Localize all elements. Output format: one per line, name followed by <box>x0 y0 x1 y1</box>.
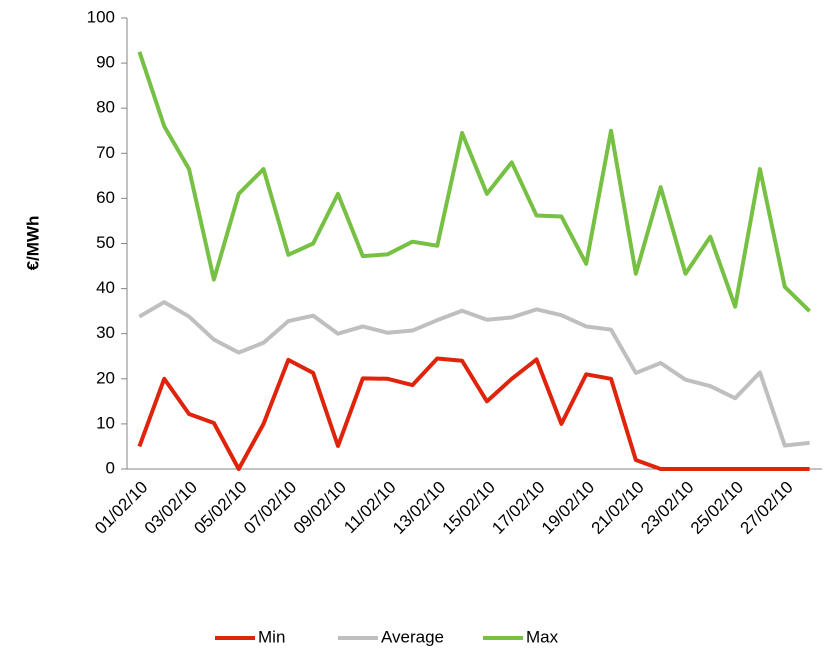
y-tick-label: 80 <box>96 98 115 117</box>
legend-label: Max <box>526 627 559 646</box>
x-tick-label: 21/02/10 <box>588 478 648 538</box>
y-tick-label: 40 <box>96 278 115 297</box>
y-axis-label: €/MWh <box>23 216 42 271</box>
x-tick-label: 17/02/10 <box>488 478 548 538</box>
series-line <box>138 300 810 448</box>
y-tick-label: 70 <box>96 143 115 162</box>
x-tick-label: 05/02/10 <box>190 478 250 538</box>
legend-label: Min <box>258 627 285 646</box>
y-tick-label: 30 <box>96 323 115 342</box>
y-tick-label: 100 <box>87 7 115 26</box>
x-tick-label: 03/02/10 <box>141 478 201 538</box>
legend-label: Average <box>381 627 444 646</box>
y-tick-label: 60 <box>96 188 115 207</box>
x-tick-label: 23/02/10 <box>637 478 697 538</box>
x-tick-label: 25/02/10 <box>687 478 747 538</box>
y-tick-label: 0 <box>106 458 115 477</box>
y-tick-label: 10 <box>96 413 115 432</box>
x-tick-label: 07/02/10 <box>240 478 300 538</box>
series-line <box>137 51 811 313</box>
x-tick-label: 19/02/10 <box>538 478 598 538</box>
x-tick-label: 11/02/10 <box>340 478 399 537</box>
y-tick-label: 50 <box>96 233 115 252</box>
x-tick-label: 13/02/10 <box>389 478 449 538</box>
x-tick-label: 15/02/10 <box>439 478 499 538</box>
series-line <box>137 356 810 471</box>
x-tick-label: 01/02/10 <box>91 478 151 538</box>
y-tick-label: 90 <box>96 53 115 72</box>
y-tick-label: 20 <box>96 368 115 387</box>
x-tick-label: 27/02/10 <box>737 478 797 538</box>
x-tick-label: 09/02/10 <box>290 478 350 538</box>
